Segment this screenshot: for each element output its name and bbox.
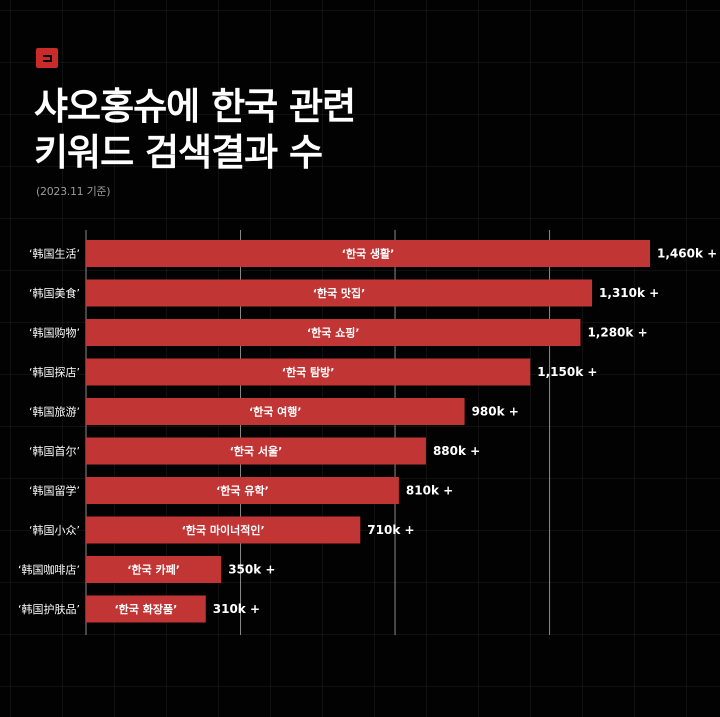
title-line-1: 샤오홍슈에 한국 관련 bbox=[34, 85, 356, 128]
brand-logo bbox=[36, 48, 58, 68]
bar-5 bbox=[86, 398, 465, 425]
bar-9 bbox=[86, 556, 222, 583]
bar-8 bbox=[86, 516, 361, 544]
bar-label-3: ‘한국 쇼핑’ bbox=[307, 326, 360, 340]
value-label-2: 1,310k + bbox=[599, 286, 659, 300]
category-label-4: ‘韩国探店’ bbox=[29, 365, 80, 379]
value-label-1: 1,460k + bbox=[657, 247, 717, 261]
bar-3 bbox=[86, 319, 581, 346]
category-label-1: ‘韩国生活’ bbox=[29, 247, 80, 261]
bar-label-2: ‘한국 맛집’ bbox=[313, 286, 366, 300]
value-label-4: 1,150k + bbox=[537, 365, 597, 379]
bar-label-6: ‘한국 서울’ bbox=[230, 444, 283, 458]
value-label-10: 310k + bbox=[213, 602, 260, 616]
value-label-7: 810k + bbox=[406, 484, 453, 498]
bar-10 bbox=[86, 595, 206, 623]
category-label-8: ‘韩国小众’ bbox=[29, 523, 80, 537]
category-label-6: ‘韩国首尔’ bbox=[29, 444, 80, 458]
bar-6 bbox=[86, 437, 426, 465]
value-label-9: 350k + bbox=[228, 563, 275, 577]
value-label-6: 880k + bbox=[433, 444, 480, 458]
category-label-7: ‘韩国留学’ bbox=[29, 484, 80, 498]
bar-label-10: ‘한국 화장품’ bbox=[114, 602, 177, 616]
page-title: 샤오홍슈에 한국 관련 키워드 검색결과 수 bbox=[34, 84, 634, 176]
category-label-3: ‘韩国购物’ bbox=[29, 326, 80, 340]
category-label-9: ‘韩国咖啡店’ bbox=[18, 563, 80, 577]
bar-4 bbox=[86, 358, 531, 386]
bar-label-1: ‘한국 생활’ bbox=[342, 247, 395, 261]
bar-label-7: ‘한국 유학’ bbox=[216, 484, 269, 498]
value-label-3: 1,280k + bbox=[587, 326, 647, 340]
bar-label-4: ‘한국 탐방’ bbox=[282, 365, 335, 379]
bar-label-5: ‘한국 여행’ bbox=[249, 405, 302, 419]
bar-label-8: ‘한국 마이너적인’ bbox=[182, 523, 265, 537]
value-label-5: 980k + bbox=[472, 405, 519, 419]
title-line-2: 키워드 검색결과 수 bbox=[34, 131, 323, 174]
bar-2 bbox=[86, 279, 593, 307]
category-label-10: ‘韩国护肤品’ bbox=[18, 602, 80, 616]
bar-7 bbox=[86, 477, 399, 504]
bar-label-9: ‘한국 카페’ bbox=[127, 563, 180, 577]
category-label-2: ‘韩国美食’ bbox=[29, 286, 80, 300]
subtitle: (2023.11 기준) bbox=[36, 185, 111, 198]
category-label-5: ‘韩国旅游’ bbox=[29, 405, 80, 419]
bar-1 bbox=[86, 240, 650, 267]
bar-chart: ‘韩国生活’ ‘한국 생활’ 1,460k + ‘韩国美食’ ‘한국 맛집’ 1,310k… bbox=[18, 230, 717, 635]
value-label-8: 710k + bbox=[367, 523, 414, 537]
